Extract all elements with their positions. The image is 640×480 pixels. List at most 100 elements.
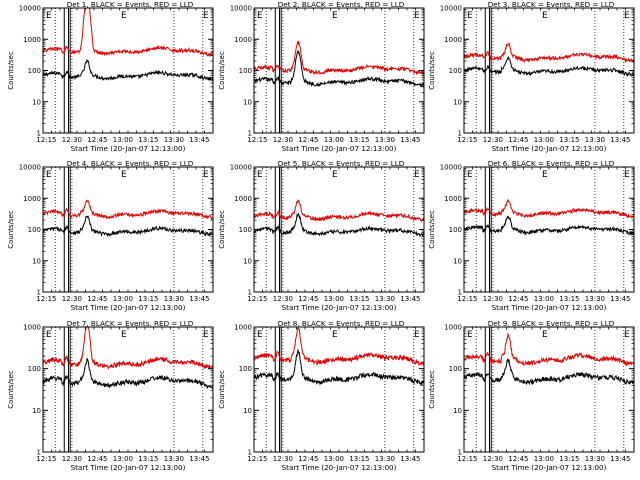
x-tick-label: 13:45 bbox=[400, 136, 420, 144]
y-tick-label: 100 bbox=[28, 365, 41, 373]
chart-panel-5: Det 5, BLACK = Events, RED = LLD E E E 1 10 10… bbox=[218, 159, 425, 312]
lld-series-line bbox=[254, 39, 424, 76]
x-tick-label: 12:15 bbox=[36, 295, 56, 303]
y-tick-label: 1000 bbox=[234, 36, 252, 44]
chart-panel-6: Det 6, BLACK = Events, RED = LLD E E E 1 10 10… bbox=[428, 159, 635, 312]
y-tick-label: 1000 bbox=[444, 36, 462, 44]
y-axis-title: Counts/sec bbox=[7, 51, 15, 90]
y-tick-label: 10 bbox=[243, 98, 252, 106]
x-tick-label: 13:30 bbox=[585, 455, 605, 463]
x-tick-label: 13:15 bbox=[138, 455, 158, 463]
y-tick-label: 10 bbox=[32, 257, 41, 265]
x-tick-label: 12:15 bbox=[457, 295, 477, 303]
x-tick-label: 13:15 bbox=[349, 455, 369, 463]
e-marker: E bbox=[46, 330, 52, 340]
x-axis-title: Start Time (20-Jan-07 12:13:00) bbox=[492, 463, 607, 472]
x-tick-label: 12:45 bbox=[298, 136, 318, 144]
y-axis-title: Counts/sec bbox=[218, 51, 226, 90]
e-marker: E bbox=[467, 11, 473, 21]
y-tick-label: 1 bbox=[458, 289, 462, 297]
y-axis-title: Counts/sec bbox=[428, 210, 436, 249]
x-tick-label: 13:15 bbox=[138, 295, 158, 303]
y-tick-label: 100 bbox=[449, 67, 462, 75]
events-series-line bbox=[464, 358, 634, 386]
x-tick-label: 13:45 bbox=[189, 295, 209, 303]
x-tick-label: 12:45 bbox=[87, 295, 107, 303]
y-tick-label: 10 bbox=[243, 257, 252, 265]
e-marker: E bbox=[121, 170, 127, 180]
x-tick-label: 13:00 bbox=[324, 455, 344, 463]
lld-series-line bbox=[464, 198, 634, 219]
x-tick-label: 13:30 bbox=[375, 136, 395, 144]
x-tick-label: 12:45 bbox=[508, 295, 528, 303]
y-tick-label: 1 bbox=[37, 289, 41, 297]
x-axis-title: Start Time (20-Jan-07 12:13:00) bbox=[282, 144, 397, 153]
y-tick-label: 10000 bbox=[19, 5, 41, 13]
y-tick-label: 10 bbox=[453, 407, 462, 415]
x-tick-label: 13:00 bbox=[113, 295, 133, 303]
x-tick-label: 13:15 bbox=[559, 136, 579, 144]
x-tick-label: 12:15 bbox=[457, 136, 477, 144]
x-tick-label: 12:15 bbox=[457, 455, 477, 463]
lld-series-line bbox=[464, 42, 634, 64]
x-tick-label: 13:45 bbox=[189, 136, 209, 144]
e-marker: E bbox=[121, 11, 127, 21]
e-marker: E bbox=[332, 330, 338, 340]
x-tick-label: 13:00 bbox=[534, 136, 554, 144]
e-marker: E bbox=[624, 170, 630, 180]
panel-title: Det 4, BLACK = Events, RED = LLD bbox=[67, 159, 194, 168]
x-tick-label: 13:15 bbox=[559, 295, 579, 303]
x-tick-label: 12:45 bbox=[508, 136, 528, 144]
x-tick-label: 13:30 bbox=[585, 295, 605, 303]
chart-panel-3: Det 3, BLACK = Events, RED = LLD E E E 1 10 10… bbox=[428, 0, 635, 153]
chart-panel-4: Det 4, BLACK = Events, RED = LLD E E E 1 10 10… bbox=[7, 159, 214, 312]
y-tick-label: 10 bbox=[453, 257, 462, 265]
x-tick-label: 13:30 bbox=[164, 136, 184, 144]
panel-title: Det 5, BLACK = Events, RED = LLD bbox=[278, 159, 405, 168]
x-tick-label: 13:15 bbox=[559, 455, 579, 463]
x-tick-label: 13:45 bbox=[400, 295, 420, 303]
x-tick-label: 13:45 bbox=[189, 455, 209, 463]
y-tick-label: 1000 bbox=[23, 324, 41, 332]
x-tick-label: 12:45 bbox=[298, 455, 318, 463]
panel-title: Det 6, BLACK = Events, RED = LLD bbox=[488, 159, 615, 168]
events-series-line bbox=[464, 215, 634, 236]
y-tick-label: 100 bbox=[28, 67, 41, 75]
x-tick-label: 13:30 bbox=[375, 455, 395, 463]
e-marker: E bbox=[257, 170, 263, 180]
x-tick-label: 12:30 bbox=[62, 295, 82, 303]
x-tick-label: 12:15 bbox=[36, 136, 56, 144]
events-series-line bbox=[464, 56, 634, 77]
x-tick-label: 13:00 bbox=[534, 295, 554, 303]
y-tick-label: 10 bbox=[453, 98, 462, 106]
x-tick-label: 13:45 bbox=[400, 455, 420, 463]
x-axis-title: Start Time (20-Jan-07 12:13:00) bbox=[71, 144, 186, 153]
e-marker: E bbox=[542, 11, 548, 21]
y-tick-label: 1 bbox=[248, 449, 252, 457]
y-tick-label: 1 bbox=[458, 449, 462, 457]
e-marker: E bbox=[414, 330, 420, 340]
y-tick-label: 10000 bbox=[230, 5, 252, 13]
x-tick-label: 12:30 bbox=[273, 295, 293, 303]
x-tick-label: 12:15 bbox=[247, 295, 267, 303]
events-series-line bbox=[254, 49, 424, 88]
events-series-line bbox=[254, 213, 424, 238]
x-tick-label: 13:15 bbox=[349, 136, 369, 144]
x-tick-label: 12:45 bbox=[298, 295, 318, 303]
x-tick-label: 13:00 bbox=[324, 295, 344, 303]
x-axis-title: Start Time (20-Jan-07 12:13:00) bbox=[71, 303, 186, 312]
x-tick-label: 13:15 bbox=[138, 136, 158, 144]
y-axis-title: Counts/sec bbox=[428, 370, 436, 409]
y-tick-label: 1000 bbox=[444, 195, 462, 203]
y-tick-label: 100 bbox=[28, 226, 41, 234]
x-tick-label: 13:30 bbox=[585, 136, 605, 144]
y-axis-title: Counts/sec bbox=[218, 210, 226, 249]
y-tick-label: 1 bbox=[248, 130, 252, 138]
e-marker: E bbox=[203, 11, 209, 21]
x-tick-label: 13:30 bbox=[164, 295, 184, 303]
x-tick-label: 13:15 bbox=[349, 295, 369, 303]
panel-title: Det 8, BLACK = Events, RED = LLD bbox=[278, 319, 405, 328]
panel-title: Det 1, BLACK = Events, RED = LLD bbox=[67, 0, 194, 9]
e-marker: E bbox=[414, 11, 420, 21]
